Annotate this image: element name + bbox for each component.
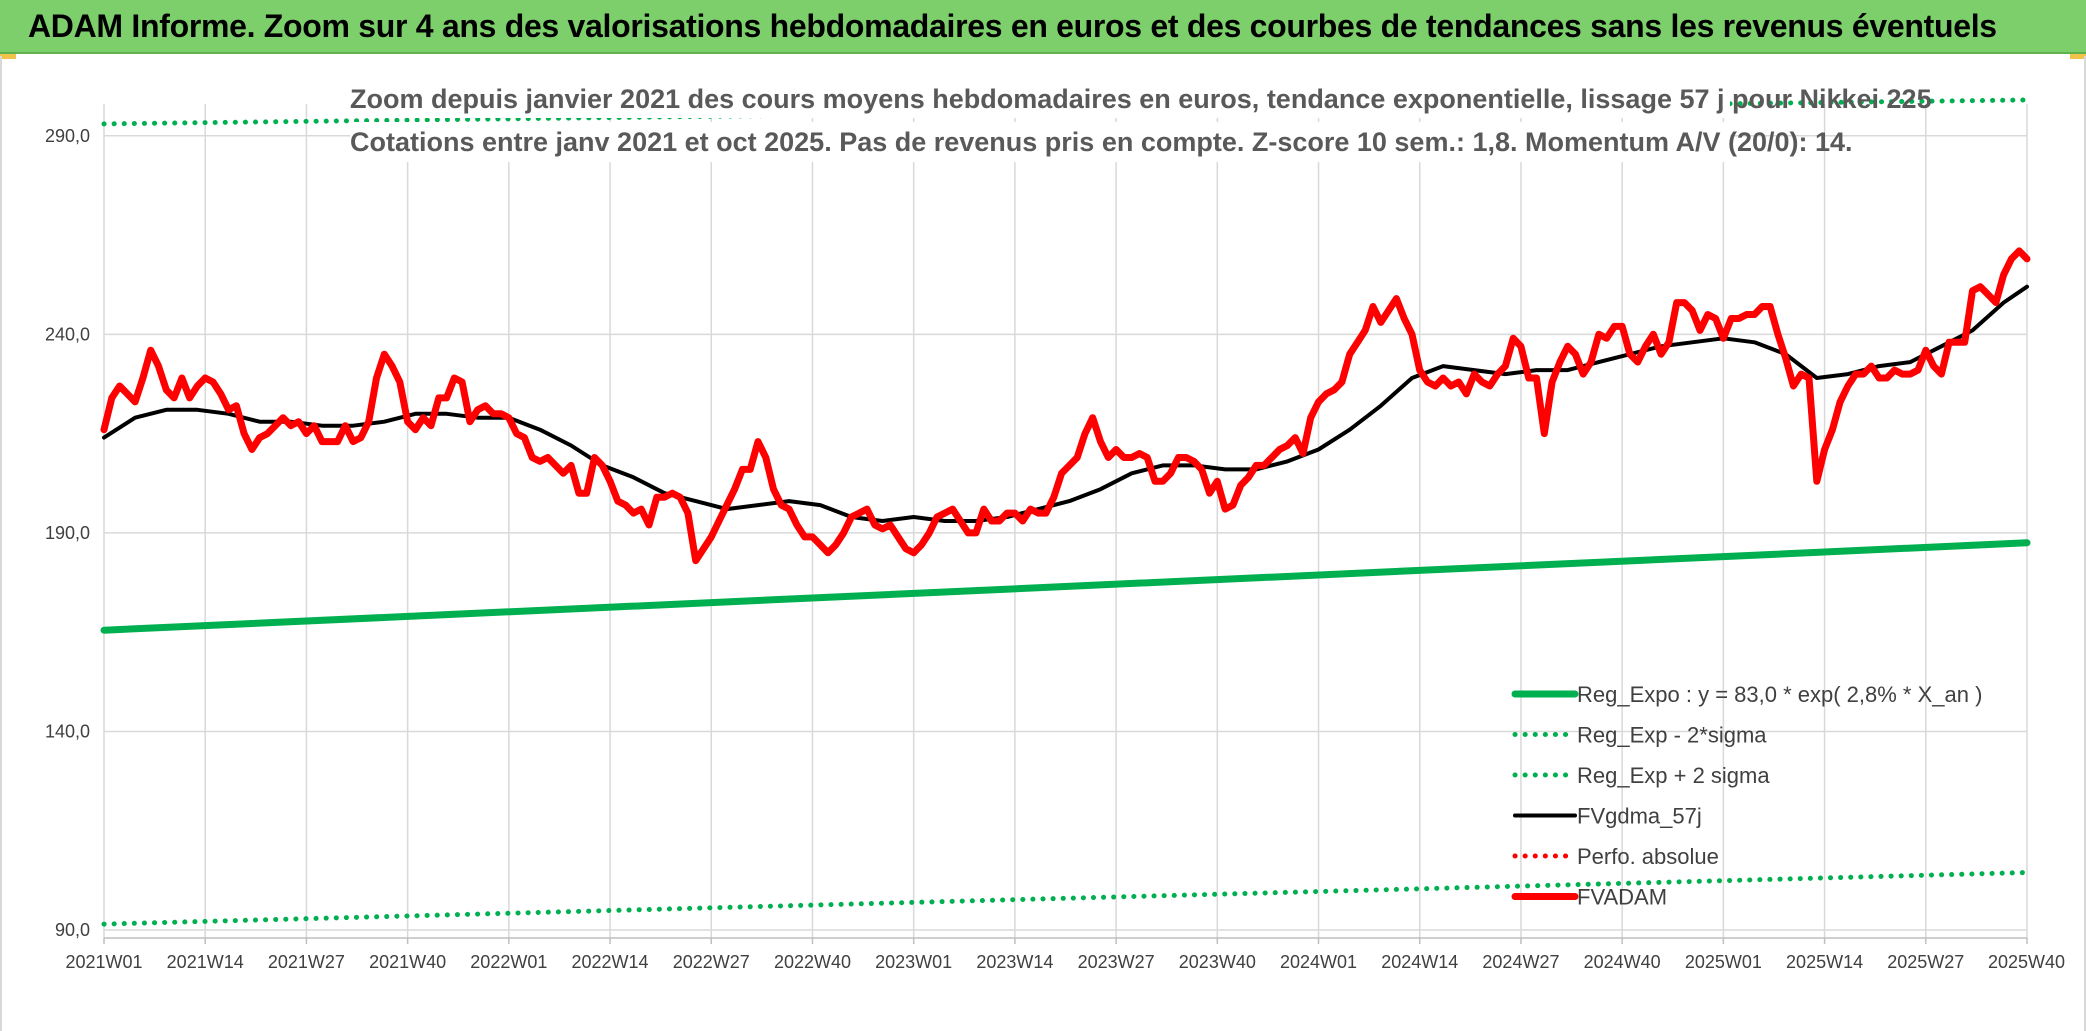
legend-label: Reg_Exp - 2*sigma bbox=[1577, 723, 1767, 748]
x-tick-label: 2025W27 bbox=[1887, 952, 1964, 972]
x-axis: 2021W01 2021W14 2021W27 2021W40 2022W01 2022W… bbox=[65, 937, 2065, 972]
x-tick-label: 2021W27 bbox=[268, 952, 345, 972]
y-axis: 90,0 140,0 190,0 240,0 290,0 bbox=[45, 126, 90, 940]
x-tick-label: 2023W14 bbox=[976, 952, 1053, 972]
banner-corner-right bbox=[2070, 54, 2086, 59]
x-tick-label: 2025W01 bbox=[1685, 952, 1762, 972]
legend-label: Reg_Expo : y = 83,0 * exp( 2,8% * X_an ) bbox=[1577, 682, 1982, 707]
series-line-3 bbox=[102, 284, 2029, 523]
banner-corner-left bbox=[0, 54, 16, 59]
series-line-5 bbox=[100, 247, 2031, 565]
x-tick-label: 2023W40 bbox=[1179, 952, 1256, 972]
legend-label: FVgdma_57j bbox=[1577, 804, 1702, 829]
y-tick-label: 90,0 bbox=[55, 920, 90, 940]
legend: Reg_Expo : y = 83,0 * exp( 2,8% * X_an )… bbox=[1511, 682, 1982, 910]
x-tick-label: 2025W14 bbox=[1786, 952, 1863, 972]
x-tick-label: 2024W14 bbox=[1381, 952, 1458, 972]
legend-label: Reg_Exp + 2 sigma bbox=[1577, 763, 1770, 788]
x-tick-label: 2021W40 bbox=[369, 952, 446, 972]
x-tick-label: 2022W40 bbox=[774, 952, 851, 972]
x-tick-label: 2024W27 bbox=[1482, 952, 1559, 972]
banner-title: ADAM Informe. Zoom sur 4 ans des valoris… bbox=[28, 8, 1997, 44]
x-tick-label: 2021W01 bbox=[65, 952, 142, 972]
x-tick-label: 2021W14 bbox=[167, 952, 244, 972]
report-banner: ADAM Informe. Zoom sur 4 ans des valoris… bbox=[0, 0, 2086, 54]
series-line-1 bbox=[101, 870, 2030, 927]
legend-label: Perfo. absolue bbox=[1577, 844, 1719, 869]
y-tick-label: 240,0 bbox=[45, 324, 90, 344]
series-line-0 bbox=[100, 539, 2031, 634]
chart-title: Zoom depuis janvier 2021 des cours moyen… bbox=[350, 80, 1932, 118]
y-tick-label: 190,0 bbox=[45, 523, 90, 543]
x-tick-label: 2022W27 bbox=[673, 952, 750, 972]
chart-subtitle: Cotations entre janv 2021 et oct 2025. P… bbox=[350, 122, 1853, 162]
x-tick-label: 2024W40 bbox=[1584, 952, 1661, 972]
x-tick-label: 2023W01 bbox=[875, 952, 952, 972]
y-tick-label: 290,0 bbox=[45, 126, 90, 146]
x-tick-label: 2023W27 bbox=[1078, 952, 1155, 972]
y-tick-label: 140,0 bbox=[45, 721, 90, 741]
chart-frame bbox=[0, 56, 2086, 1031]
legend-label: FVADAM bbox=[1577, 885, 1667, 910]
x-tick-label: 2022W14 bbox=[572, 952, 649, 972]
series-layer bbox=[100, 97, 2031, 927]
x-tick-label: 2025W40 bbox=[1988, 952, 2065, 972]
x-tick-label: 2024W01 bbox=[1280, 952, 1357, 972]
grid-lines bbox=[103, 104, 2028, 938]
x-tick-label: 2022W01 bbox=[470, 952, 547, 972]
